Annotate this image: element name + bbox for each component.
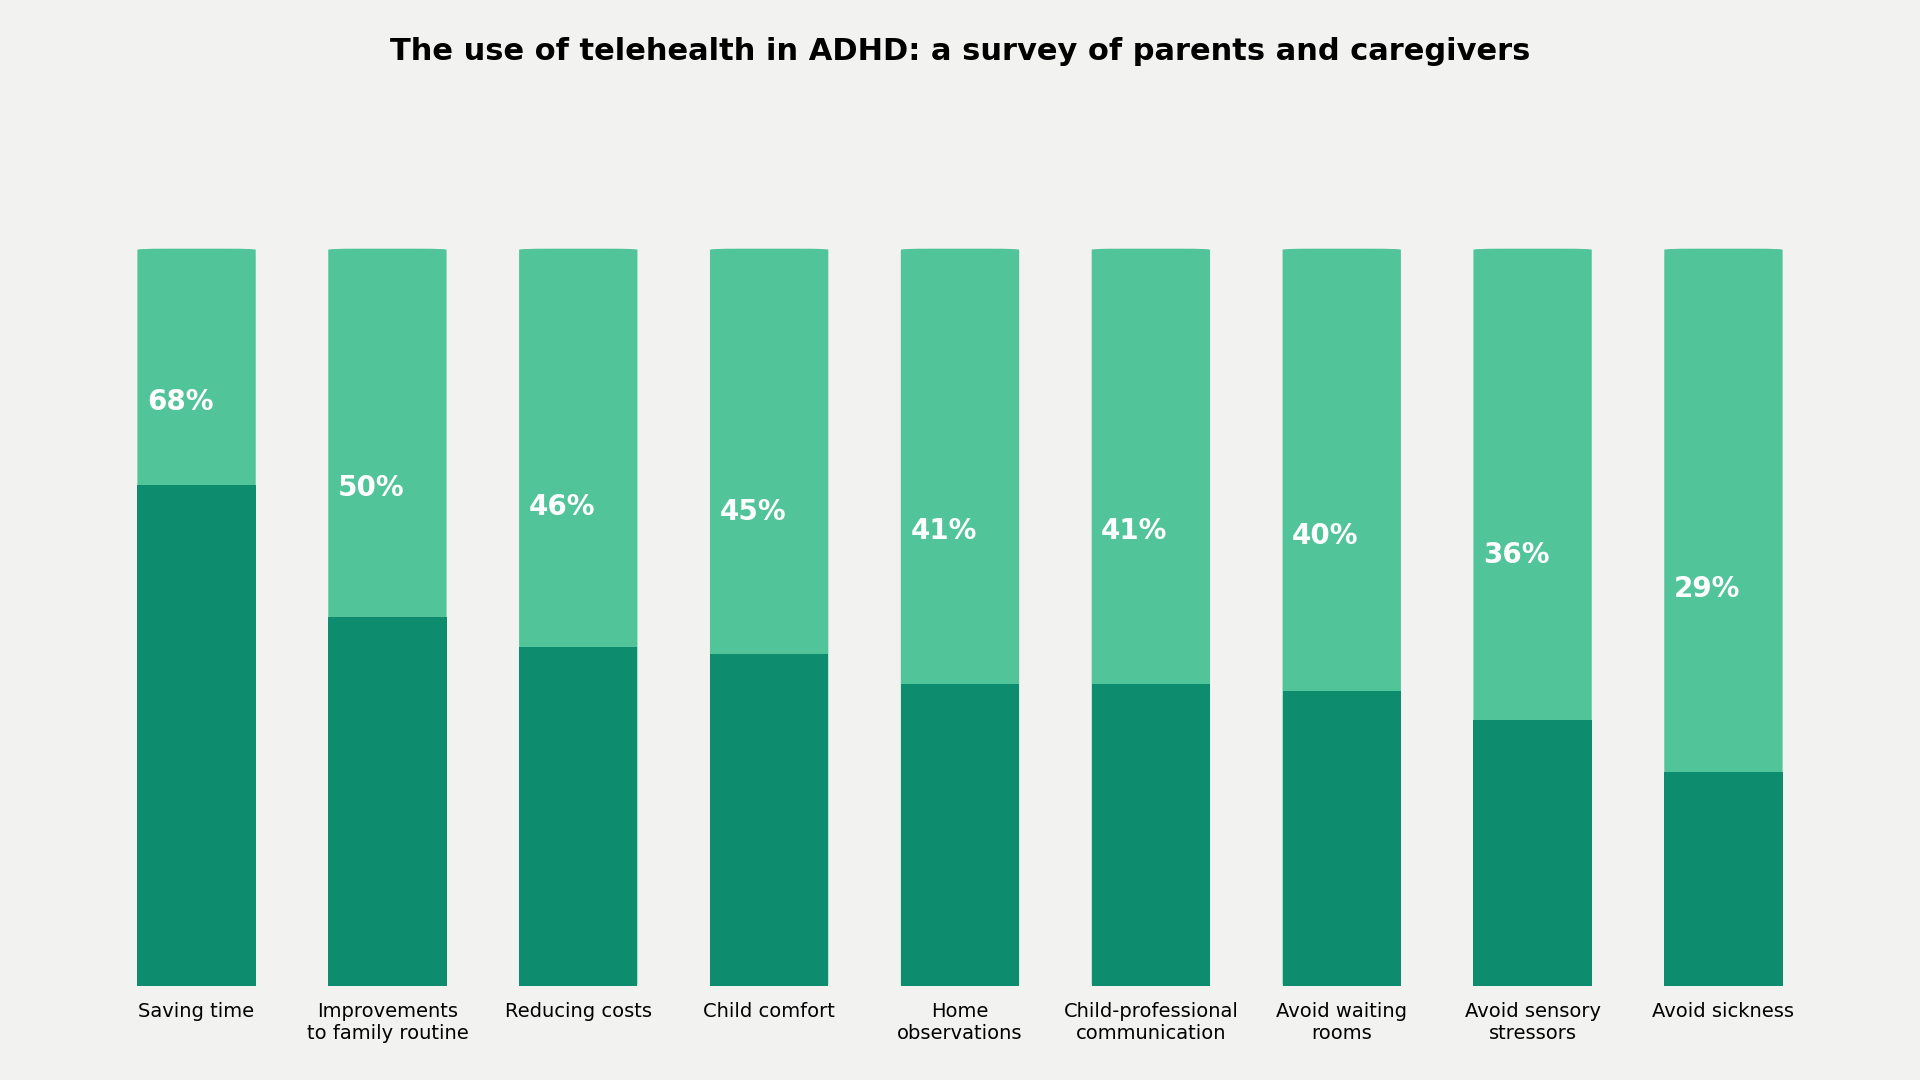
Bar bbox=[1092, 684, 1210, 986]
FancyBboxPatch shape bbox=[1473, 248, 1592, 986]
Bar bbox=[1473, 720, 1592, 986]
FancyBboxPatch shape bbox=[900, 248, 1020, 986]
Text: 45%: 45% bbox=[720, 498, 785, 526]
Bar bbox=[710, 654, 828, 986]
Title: The use of telehealth in ADHD: a survey of parents and caregivers: The use of telehealth in ADHD: a survey … bbox=[390, 37, 1530, 66]
FancyBboxPatch shape bbox=[1665, 248, 1782, 986]
Text: 41%: 41% bbox=[910, 517, 977, 545]
Text: 41%: 41% bbox=[1102, 517, 1167, 545]
FancyBboxPatch shape bbox=[138, 248, 255, 986]
FancyBboxPatch shape bbox=[1092, 248, 1210, 986]
FancyBboxPatch shape bbox=[1283, 248, 1402, 986]
Text: 36%: 36% bbox=[1482, 541, 1549, 569]
FancyBboxPatch shape bbox=[328, 248, 447, 986]
Text: 29%: 29% bbox=[1674, 575, 1740, 603]
Bar bbox=[900, 684, 1020, 986]
Bar bbox=[328, 617, 447, 986]
Bar bbox=[138, 485, 255, 986]
Bar bbox=[518, 647, 637, 986]
Text: 46%: 46% bbox=[528, 494, 595, 522]
Text: 50%: 50% bbox=[338, 474, 405, 502]
FancyBboxPatch shape bbox=[710, 248, 828, 986]
Text: 40%: 40% bbox=[1292, 522, 1359, 550]
Bar bbox=[1665, 772, 1782, 986]
FancyBboxPatch shape bbox=[518, 248, 637, 986]
Bar bbox=[1283, 691, 1402, 986]
Text: 68%: 68% bbox=[148, 388, 213, 416]
